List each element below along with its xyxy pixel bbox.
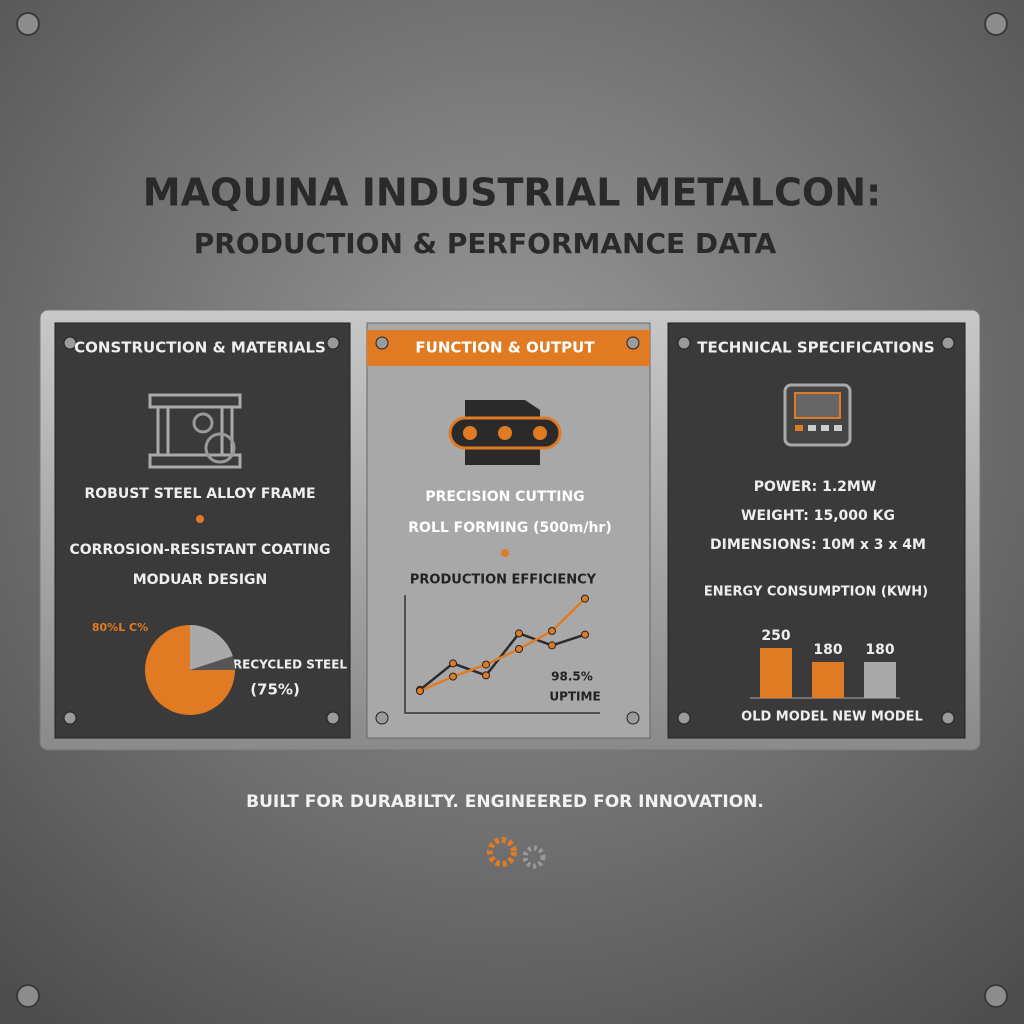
item: MODUAR DESIGN [133, 572, 268, 588]
pie-label: 80%L C% [92, 621, 148, 634]
bar [864, 662, 896, 698]
title: MAQUINA INDUSTRIAL METALCON: [143, 171, 881, 215]
point [581, 594, 589, 603]
annotation: 98.5% [551, 670, 593, 684]
annotation: UPTIME [549, 690, 600, 704]
panel-header: FUNCTION & OUTPUT [415, 339, 595, 357]
bar-value: 250 [761, 628, 790, 644]
panel-header: CONSTRUCTION & MATERIALS [74, 339, 326, 357]
panel-rivets [63, 336, 955, 725]
item: CORROSION-RESISTANT COATING [69, 542, 330, 558]
point [482, 660, 490, 669]
pie-caption: (75%) [250, 681, 300, 699]
spec: DIMENSIONS: 10M x 3 x 4M [710, 537, 926, 553]
point [515, 645, 523, 653]
chart-title: PRODUCTION EFFICIENCY [410, 573, 597, 588]
machine-icon [448, 400, 562, 465]
bullet [196, 515, 204, 523]
point [449, 659, 457, 668]
axes [404, 595, 600, 714]
frame-icon [148, 393, 242, 469]
panel-header-bar [367, 330, 650, 366]
item: PRECISION CUTTING [425, 489, 584, 505]
pie-caption: RECYCLED STEEL [233, 658, 348, 672]
point [548, 627, 556, 635]
corner-rivets [16, 12, 1008, 1008]
subtitle: PRODUCTION & PERFORMANCE DATA [194, 227, 777, 260]
line [419, 597, 586, 693]
spec: WEIGHT: 15,000 KG [741, 508, 895, 524]
item: ROLL FORMING (500m/hr) [408, 520, 611, 536]
point [416, 687, 424, 695]
point [449, 672, 457, 681]
item: ROBUST STEEL ALLOY FRAME [84, 486, 315, 502]
bar [812, 662, 844, 698]
bar [760, 648, 792, 698]
footer: BUILT FOR DURABILTY. ENGINEERED FOR INNO… [246, 792, 764, 812]
point [482, 671, 490, 680]
line [419, 631, 586, 691]
bar-caption: OLD MODEL NEW MODEL [741, 710, 923, 725]
bar-value: 180 [865, 642, 894, 658]
gear-icon [487, 837, 546, 869]
point [548, 641, 556, 650]
chart-title: ENERGY CONSUMPTION (KWH) [704, 585, 928, 600]
bullet [501, 549, 509, 557]
bar-value: 180 [813, 642, 842, 658]
control-icon [783, 383, 852, 447]
panel [366, 322, 651, 739]
point [515, 629, 523, 638]
pie-slice [190, 625, 233, 670]
pie-slice [190, 656, 235, 670]
spec: POWER: 1.2MW [754, 479, 877, 495]
pie-slice [145, 625, 235, 715]
point [581, 630, 589, 639]
panel-header: TECHNICAL SPECIFICATIONS [697, 339, 934, 357]
